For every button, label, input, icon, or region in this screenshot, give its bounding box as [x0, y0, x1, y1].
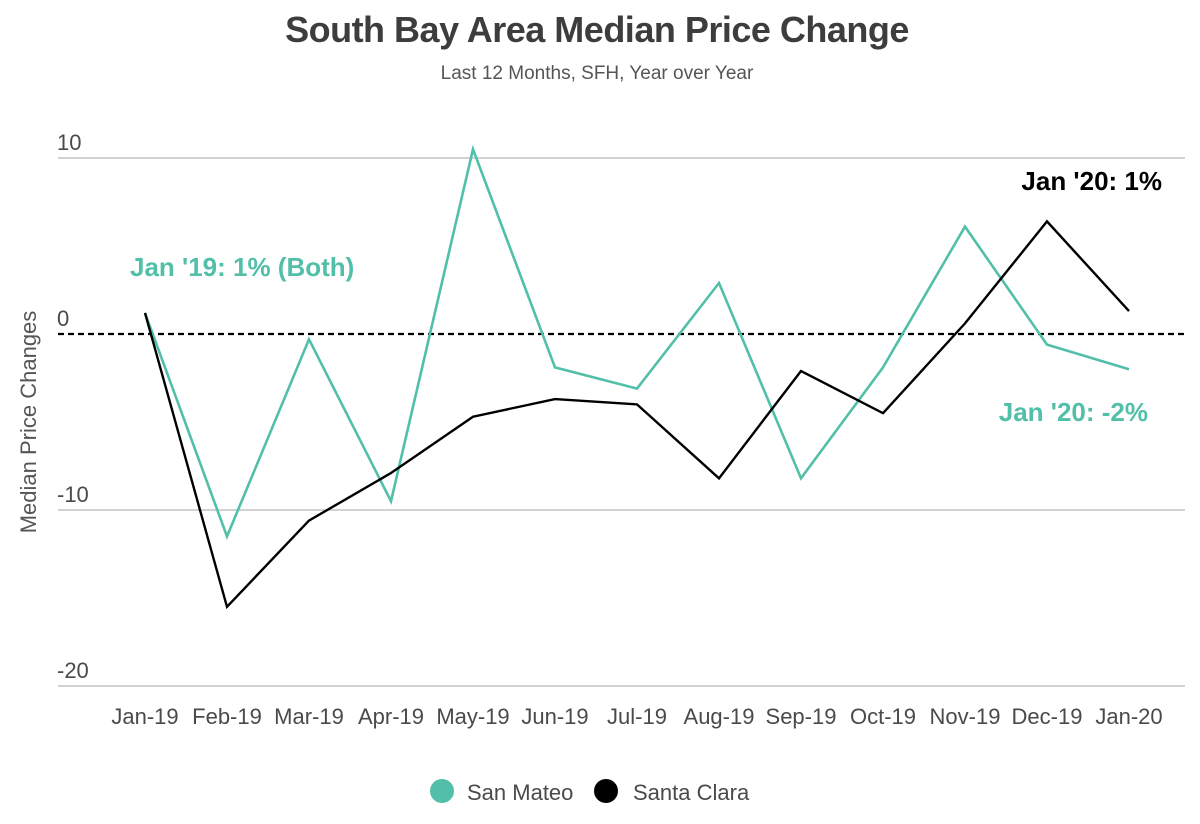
legend-swatch	[594, 779, 618, 803]
y-axis-ticks: -20 -10 0 10	[57, 130, 89, 683]
legend-swatch	[430, 779, 454, 803]
legend-label: San Mateo	[467, 780, 573, 805]
series-line	[143, 144, 1130, 540]
x-tick-label: Feb-19	[192, 704, 262, 729]
y-tick-label: 10	[57, 130, 81, 155]
chart-title: South Bay Area Median Price Change	[285, 9, 909, 50]
y-axis-title: Median Price Changes	[16, 311, 41, 534]
legend: San Mateo Santa Clara	[430, 779, 750, 805]
legend-item-santa-clara: Santa Clara	[594, 779, 750, 805]
gridlines	[58, 157, 1185, 687]
x-tick-label: Oct-19	[850, 704, 916, 729]
x-axis-ticks: Jan-19 Feb-19 Mar-19 Apr-19 May-19 Jun-19 Jul-…	[111, 704, 1162, 729]
x-tick-label: Jun-19	[521, 704, 588, 729]
series-santa-clara	[143, 219, 1130, 610]
x-tick-label: May-19	[436, 704, 509, 729]
annotation-jan19-both: Jan '19: 1% (Both)	[130, 252, 354, 282]
legend-item-san-mateo: San Mateo	[430, 779, 573, 805]
x-tick-label: Jan-19	[111, 704, 178, 729]
x-tick-label: Mar-19	[274, 704, 344, 729]
x-tick-label: Aug-19	[684, 704, 755, 729]
series-line	[143, 219, 1130, 610]
y-tick-label: 0	[57, 306, 69, 331]
x-tick-label: Dec-19	[1012, 704, 1083, 729]
chart-subtitle: Last 12 Months, SFH, Year over Year	[441, 63, 754, 84]
series-san-mateo	[143, 144, 1130, 540]
y-tick-label: -20	[57, 658, 89, 683]
annotation-jan20-santa-clara: Jan '20: 1%	[1021, 166, 1162, 196]
legend-label: Santa Clara	[633, 780, 750, 805]
x-tick-label: Sep-19	[766, 704, 837, 729]
annotation-jan20-san-mateo: Jan '20: -2%	[999, 397, 1148, 427]
x-tick-label: Apr-19	[358, 704, 424, 729]
x-tick-label: Jul-19	[607, 704, 667, 729]
series-lines	[143, 144, 1130, 610]
y-tick-label: -10	[57, 482, 89, 507]
x-tick-label: Nov-19	[930, 704, 1001, 729]
x-tick-label: Jan-20	[1095, 704, 1162, 729]
